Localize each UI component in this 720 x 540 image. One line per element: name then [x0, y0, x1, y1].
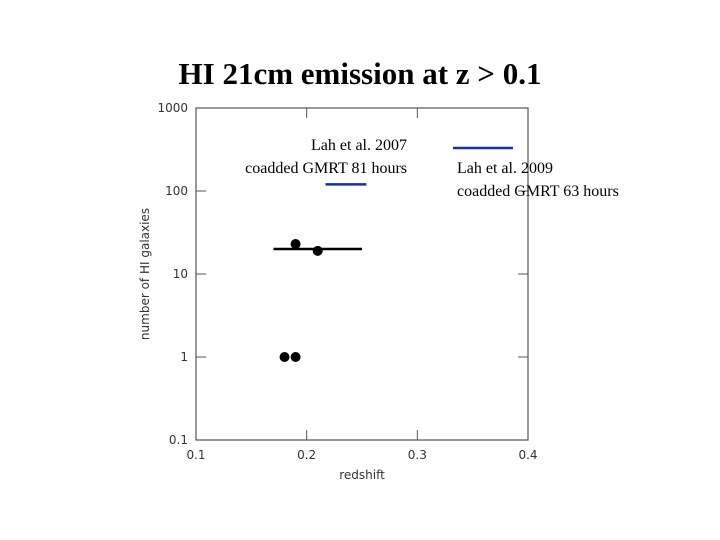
y-tick-label: 10: [173, 267, 188, 281]
annotation: Lah et al. 2009: [457, 160, 553, 177]
annotation: coadded GMRT 63 hours: [457, 183, 619, 200]
y-tick-label: 0.1: [169, 433, 188, 447]
slide-title: HI 21cm emission at z > 0.1: [179, 56, 542, 91]
annotation: Lah et al. 2007: [311, 137, 407, 154]
y-tick-label: 100: [165, 184, 188, 198]
x-tick-label: 0.4: [518, 448, 537, 462]
plot-frame: [195, 107, 529, 441]
annotation: coadded GMRT 81 hours: [245, 160, 407, 177]
x-axis-label: redshift: [339, 468, 385, 482]
point: [290, 352, 301, 362]
point: [279, 352, 290, 362]
y-tick-label: 1000: [157, 101, 188, 115]
point: [290, 238, 301, 249]
x-tick-label: 0.2: [297, 448, 316, 462]
point: [312, 245, 323, 256]
y-axis-label: number of HI galaxies: [138, 208, 152, 340]
x-tick-label: 0.3: [408, 448, 427, 462]
y-tick-label: 1: [180, 350, 188, 364]
x-tick-label: 0.1: [186, 448, 205, 462]
